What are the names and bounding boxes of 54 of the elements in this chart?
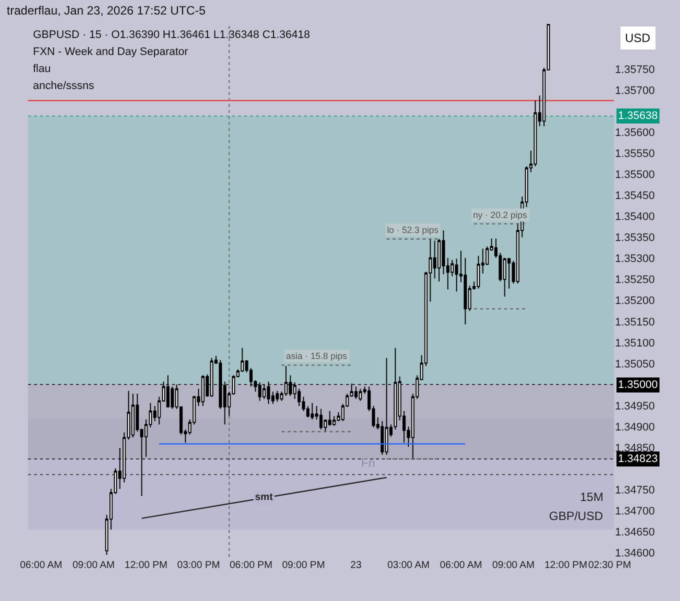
x-tick-label: 06:00 AM <box>20 560 62 571</box>
annotation: FXN - Week and Day Separator <box>33 46 188 58</box>
y-tick-label: 1.34900 <box>615 421 655 434</box>
annotation: Fri <box>361 456 375 470</box>
y-tick-label: 1.35200 <box>615 295 655 308</box>
y-tick-label: 1.35150 <box>615 316 655 328</box>
chart-title: traderflau, Jan 23, 2026 17:52 UTC-5 <box>6 3 206 18</box>
series-label: lo · 52.3 pips <box>387 225 440 235</box>
candlestick <box>319 408 323 430</box>
y-tick-label: 1.35400 <box>615 211 655 224</box>
annotation: anche/sssns <box>33 80 95 92</box>
candlestick <box>276 390 279 402</box>
x-tick-label: 03:00 PM <box>177 560 220 571</box>
candlestick <box>310 402 314 420</box>
annotation: GBPUSD · 15 · O1.36390 H1.36461 L1.36348 C1.36418 <box>33 29 310 41</box>
x-tick-label: 12:00 PM <box>124 560 168 571</box>
y-tick-label: 1.34750 <box>615 484 655 497</box>
candlestick <box>131 393 135 438</box>
ref-line-label: 1.34823 <box>618 453 658 465</box>
series-label: asia · 15.8 pips <box>286 351 348 361</box>
x-tick-label: 09:00 PM <box>282 560 325 571</box>
y-tick-label: 1.35750 <box>615 64 655 76</box>
annotation: 15M <box>580 490 604 504</box>
y-tick-label: 1.35300 <box>615 253 655 266</box>
series-label: smt <box>255 492 274 503</box>
ref-line-label: 1.35638 <box>618 110 658 122</box>
y-tick-label: 1.34850 <box>615 442 655 454</box>
candlestick <box>354 386 358 400</box>
y-tick-label: 1.35050 <box>615 358 655 370</box>
text: USD <box>625 31 651 45</box>
y-tick-label: 1.34600 <box>615 548 655 560</box>
x-tick-label: 09:00 AM <box>492 560 535 571</box>
y-tick-label: 1.35100 <box>615 337 655 350</box>
y-tick-label: 1.35600 <box>615 126 655 139</box>
series-label: ny · 20.2 pips <box>473 210 528 220</box>
y-tick-label: 1.35350 <box>615 232 655 244</box>
x-tick-label: 09:00 AM <box>72 560 115 571</box>
x-tick-label: 06:00 PM <box>230 560 272 571</box>
y-tick-label: 1.34950 <box>615 400 655 412</box>
y-tick-label: 1.35700 <box>615 84 655 97</box>
x-tick-label: 23 <box>350 560 362 571</box>
y-tick-label: 1.35250 <box>615 274 655 286</box>
y-tick-label: 1.35500 <box>615 169 655 182</box>
annotation: flau <box>33 63 51 75</box>
x-tick-label: 02:30 PM <box>588 560 632 571</box>
y-tick-label: 1.34700 <box>615 506 655 518</box>
x-tick-label: 03:00 AM <box>387 560 430 571</box>
y-tick-label: 1.34650 <box>615 526 655 539</box>
y-tick-label: 1.35450 <box>615 190 655 202</box>
annotation: GBP/USD <box>549 509 604 523</box>
x-tick-label: 12:00 PM <box>544 560 588 571</box>
y-tick-label: 1.35550 <box>615 148 655 160</box>
x-tick-label: 06:00 AM <box>440 560 482 571</box>
ref-line-label: 1.35000 <box>618 379 658 391</box>
